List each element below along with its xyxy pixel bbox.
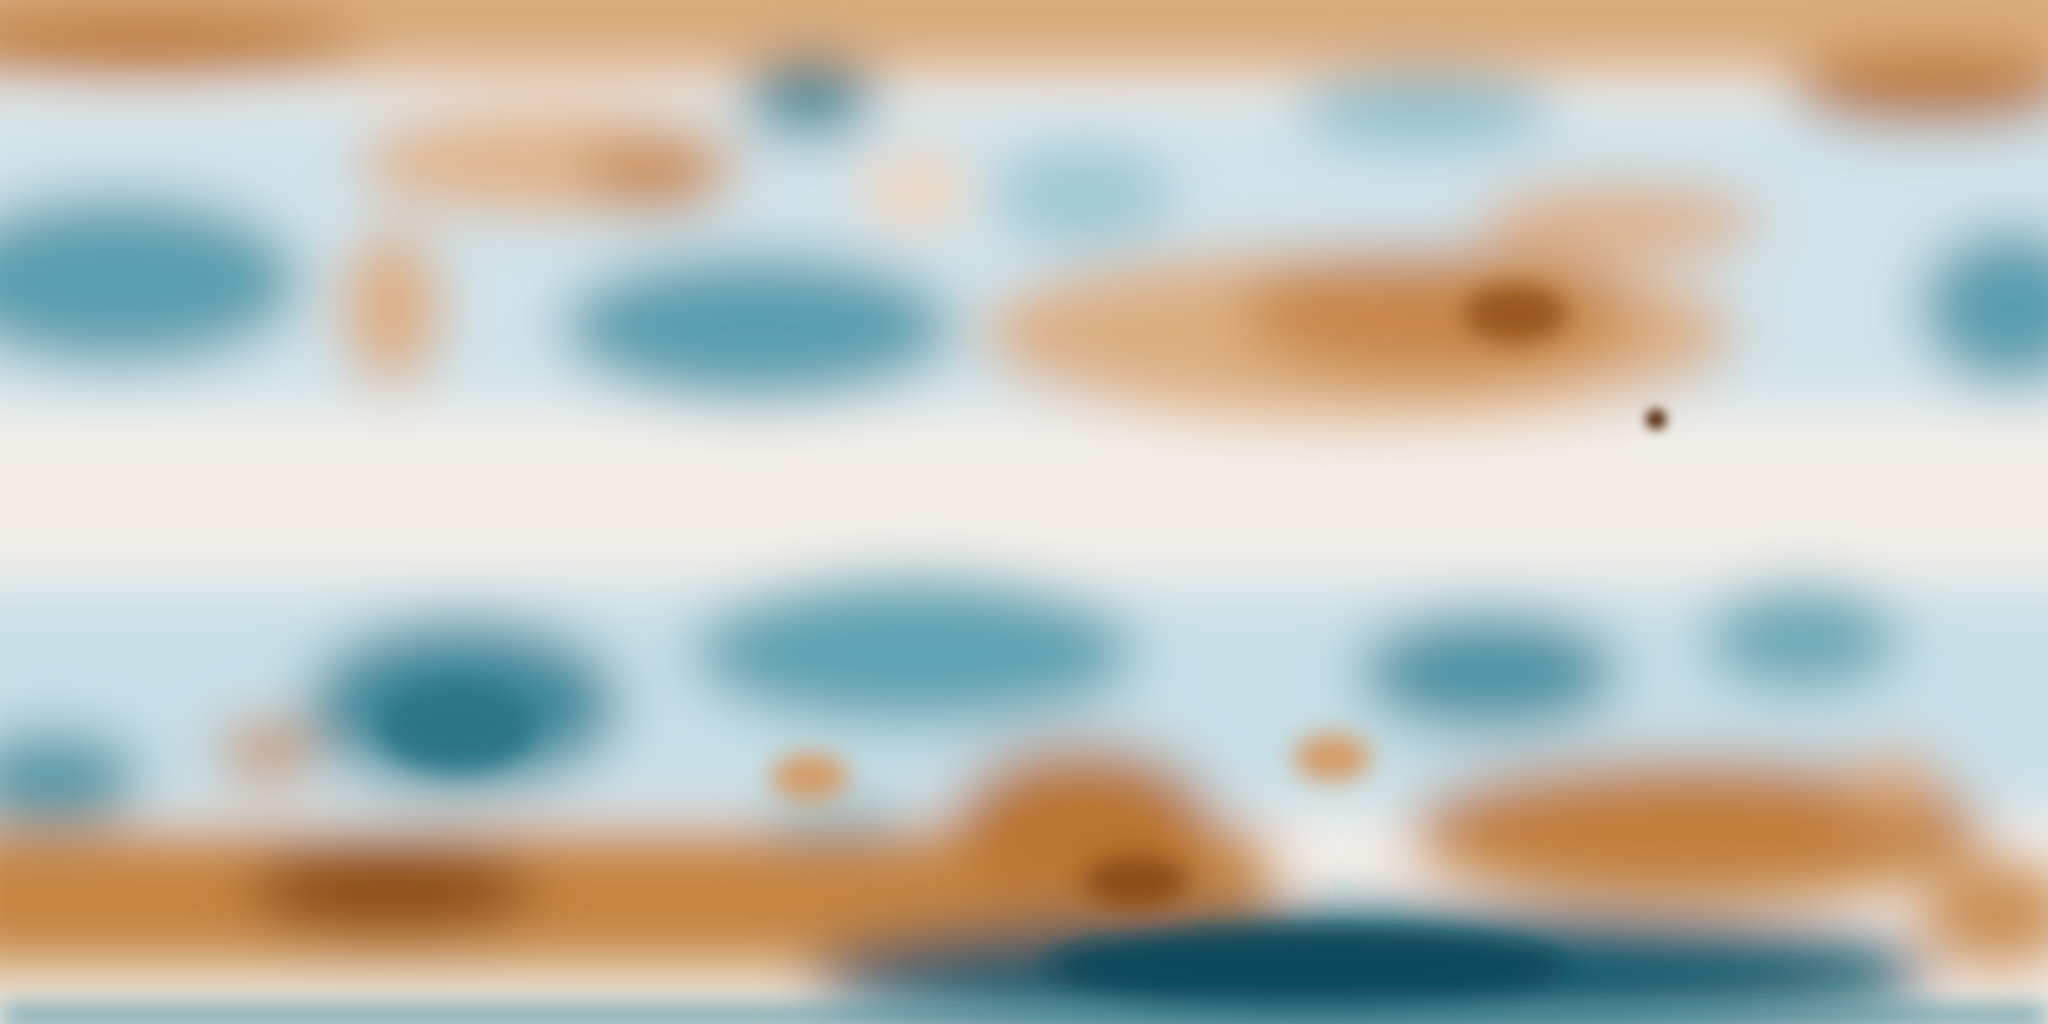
- cool-area: [0, 731, 144, 823]
- south-edge: [0, 1008, 2048, 1024]
- warm-area: [770, 753, 849, 801]
- cool-area: [1704, 587, 1901, 693]
- cool-area: [1358, 613, 1620, 732]
- cool-area: [1293, 74, 1555, 148]
- warm-area: [855, 150, 974, 229]
- warm-area: [1789, 54, 2048, 128]
- warm-spot: [1645, 408, 1667, 430]
- warm-area: [1841, 751, 1947, 817]
- cool-area: [744, 58, 876, 138]
- warm-area: [1462, 284, 1568, 343]
- cool-area: [378, 679, 536, 771]
- south-cool-area: [1044, 927, 1568, 1006]
- warm-area: [215, 722, 320, 780]
- detail-layer: [0, 284, 2048, 1024]
- warm-area: [1475, 182, 1764, 262]
- cool-area: [561, 254, 954, 399]
- warm-area: [581, 137, 725, 216]
- warm-area: [1240, 248, 1633, 379]
- cool-area: [692, 581, 1137, 725]
- warm-area: [248, 842, 536, 934]
- cool-area: [0, 195, 301, 366]
- warm-area: [1920, 862, 2048, 967]
- warm-area: [1293, 734, 1372, 782]
- warm-area: [0, 13, 366, 79]
- warm-area: [1084, 855, 1189, 908]
- warm-area: [1410, 757, 1986, 902]
- warm-area: [339, 228, 445, 386]
- cool-area: [992, 143, 1176, 249]
- cool-area: [1920, 228, 2048, 386]
